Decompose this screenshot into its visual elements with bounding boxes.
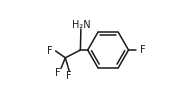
Text: F: F — [55, 68, 60, 78]
Text: F: F — [47, 46, 53, 56]
Text: F: F — [140, 45, 145, 55]
Text: H₂N: H₂N — [72, 20, 90, 30]
Text: F: F — [66, 71, 72, 81]
